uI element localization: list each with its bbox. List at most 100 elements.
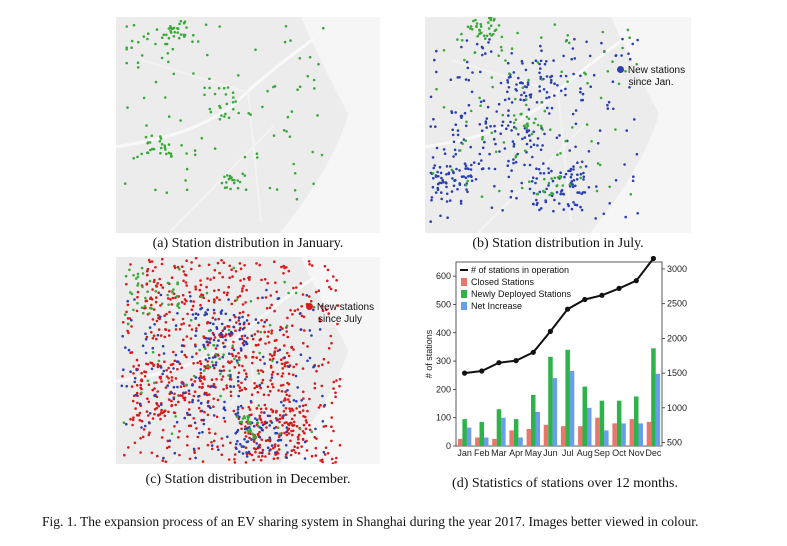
bar-closed-stations-dec bbox=[646, 421, 652, 446]
bar-newly-deployed-stations-jun bbox=[548, 356, 553, 446]
bar-net-increase-aug bbox=[587, 407, 592, 446]
point-stations-jul bbox=[565, 306, 571, 312]
december-new-stations bbox=[121, 257, 342, 464]
july-new-stations bbox=[429, 37, 639, 223]
x-tick-label: Feb bbox=[474, 448, 490, 458]
january-stations bbox=[123, 19, 325, 201]
bar-net-increase-mar bbox=[501, 417, 506, 446]
bar-net-increase-apr bbox=[518, 437, 523, 446]
bar-closed-stations-sep bbox=[595, 417, 600, 446]
january-stations bbox=[431, 17, 638, 198]
bar-newly-deployed-stations-jan bbox=[462, 419, 467, 446]
point-stations-dec bbox=[650, 256, 656, 262]
bar-closed-stations-feb bbox=[475, 437, 480, 446]
bar-closed-stations-jun bbox=[543, 424, 549, 446]
bar-net-increase-sep bbox=[604, 430, 609, 446]
figure-caption: Fig. 1. The expansion process of an EV s… bbox=[42, 514, 699, 529]
bar-closed-stations-oct bbox=[612, 423, 617, 446]
x-tick-label: Mar bbox=[491, 448, 507, 458]
x-tick-label: May bbox=[525, 448, 543, 458]
x-tick-label: Apr bbox=[509, 448, 523, 458]
legend-label: Closed Stations bbox=[471, 277, 535, 287]
bar-newly-deployed-stations-sep bbox=[599, 400, 605, 446]
january-stations bbox=[122, 266, 316, 439]
left-tick-label: 300 bbox=[436, 356, 451, 366]
bar-net-increase-jun bbox=[552, 378, 558, 446]
x-tick-label: Jun bbox=[543, 448, 558, 458]
river bbox=[116, 276, 315, 383]
legend-new-since-july: New stations since July bbox=[297, 302, 383, 326]
map-december bbox=[116, 257, 380, 464]
point-stations-oct bbox=[616, 285, 622, 291]
bar-net-increase-nov bbox=[638, 423, 643, 446]
map-july bbox=[425, 17, 691, 233]
right-tick-label: 1500 bbox=[667, 368, 687, 378]
x-tick-label: Sep bbox=[594, 448, 610, 458]
bar-closed-stations-nov bbox=[629, 419, 635, 446]
bar-newly-deployed-stations-dec bbox=[651, 348, 656, 446]
map-canvas bbox=[116, 257, 380, 464]
bar-closed-stations-may bbox=[526, 429, 532, 446]
bar-closed-stations-jan bbox=[457, 438, 463, 446]
x-tick-label: Oct bbox=[612, 448, 627, 458]
bar-net-increase-jul bbox=[569, 371, 575, 446]
river bbox=[116, 37, 315, 149]
point-stations-may bbox=[530, 349, 536, 355]
point-stations-jan bbox=[462, 370, 468, 376]
x-tick-label: Jan bbox=[457, 448, 472, 458]
legend-label: # of stations in operation bbox=[471, 265, 569, 275]
caption-c: (c) Station distribution in December. bbox=[145, 472, 351, 487]
bar-net-increase-feb bbox=[484, 437, 489, 446]
chart-legend: # of stations in operation Closed Station… bbox=[460, 265, 572, 311]
map-canvas bbox=[116, 17, 380, 233]
bar-newly-deployed-stations-nov bbox=[634, 396, 639, 446]
right-tick-label: 500 bbox=[667, 438, 682, 448]
bar-net-increase-oct bbox=[621, 423, 626, 446]
point-stations-feb bbox=[479, 368, 485, 374]
point-stations-nov bbox=[633, 278, 639, 284]
map-canvas bbox=[425, 17, 691, 233]
point-stations-mar bbox=[496, 360, 502, 366]
river bbox=[425, 37, 626, 149]
plot-frame bbox=[455, 261, 663, 447]
bar-newly-deployed-stations-apr bbox=[513, 419, 519, 446]
caption-b: (b) Station distribution in July. bbox=[472, 236, 644, 251]
bar-closed-stations-mar bbox=[492, 438, 497, 446]
bar-closed-stations-aug bbox=[578, 426, 583, 446]
bar-net-increase-dec bbox=[655, 373, 661, 446]
caption-a: (a) Station distribution in January. bbox=[152, 236, 344, 251]
left-tick-label: 0 bbox=[446, 441, 451, 451]
road bbox=[142, 59, 276, 233]
bar-net-increase-may bbox=[535, 412, 540, 446]
legend-label: Newly Deployed Stations bbox=[471, 289, 572, 299]
left-tick-label: 100 bbox=[436, 413, 451, 423]
bar-newly-deployed-stations-may bbox=[531, 395, 536, 446]
right-tick-label: 2500 bbox=[667, 299, 687, 309]
right-tick-label: 2000 bbox=[667, 333, 687, 343]
station-statistics-chart: 0 100 200 300 400 500 600 500 1000 1500 2000 2500 30… bbox=[424, 256, 687, 458]
point-stations-sep bbox=[599, 292, 605, 298]
sea-area bbox=[279, 257, 380, 464]
x-tick-label: Aug bbox=[577, 448, 593, 458]
x-tick-label: Dec bbox=[645, 448, 662, 458]
legend-label: Net Increase bbox=[471, 301, 522, 311]
bar-closed-stations-jul bbox=[560, 426, 566, 446]
x-tick-label: Jul bbox=[562, 448, 574, 458]
x-tick-label: Nov bbox=[628, 448, 645, 458]
bar-newly-deployed-stations-oct bbox=[616, 400, 622, 446]
legend-swatch bbox=[461, 290, 467, 298]
legend-new-since-jan: New stations since Jan. bbox=[608, 65, 694, 89]
road bbox=[142, 297, 276, 464]
bar-net-increase-jan bbox=[466, 427, 472, 446]
bar-newly-deployed-stations-mar bbox=[496, 409, 502, 446]
left-tick-label: 500 bbox=[436, 299, 451, 309]
bar-newly-deployed-stations-aug bbox=[582, 386, 587, 446]
sea-area bbox=[589, 17, 691, 233]
point-stations-apr bbox=[513, 358, 519, 364]
caption-d: (d) Statistics of stations over 12 month… bbox=[452, 476, 678, 491]
left-tick-label: 200 bbox=[436, 384, 451, 394]
right-tick-label: 3000 bbox=[667, 264, 687, 274]
point-stations-jun bbox=[547, 328, 553, 334]
legend-swatch bbox=[461, 278, 467, 286]
y-axis-label: # of stations bbox=[424, 329, 434, 378]
